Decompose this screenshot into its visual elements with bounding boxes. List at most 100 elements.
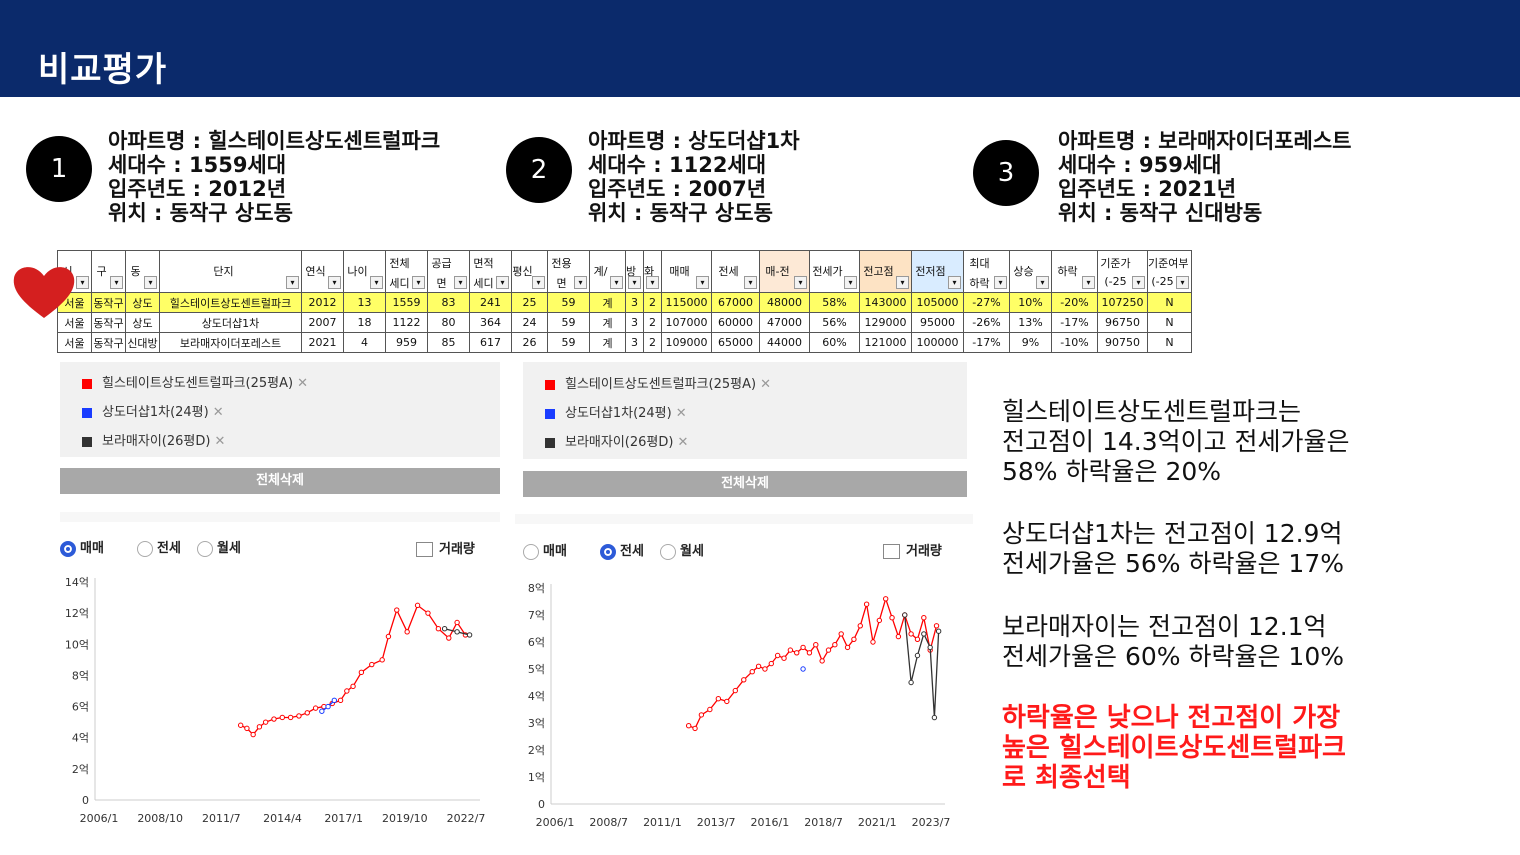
column-header[interactable]: 전체 세디 ▾ bbox=[385, 250, 428, 293]
filter-dropdown-icon[interactable]: ▾ bbox=[1132, 276, 1145, 289]
data-point bbox=[435, 626, 442, 632]
table-cell: 107250 bbox=[1097, 292, 1148, 313]
legend-item[interactable]: 상도더샵1차(24평) ✕ bbox=[545, 402, 687, 421]
column-header[interactable]: 상승 ▾ bbox=[1009, 250, 1052, 293]
table-cell: 60% bbox=[809, 332, 860, 353]
column-header[interactable]: 최대 하락 ▾ bbox=[963, 250, 1010, 293]
filter-dropdown-icon[interactable]: ▾ bbox=[76, 276, 89, 289]
filter-dropdown-icon[interactable]: ▾ bbox=[532, 276, 545, 289]
filter-dropdown-icon[interactable]: ▾ bbox=[1082, 276, 1095, 289]
filter-dropdown-icon[interactable]: ▾ bbox=[454, 276, 467, 289]
close-icon[interactable]: ✕ bbox=[675, 406, 687, 421]
filter-dropdown-icon[interactable]: ▾ bbox=[286, 276, 299, 289]
checkbox-icon[interactable] bbox=[883, 544, 900, 559]
column-header[interactable]: 전저점 ▾ bbox=[911, 250, 964, 293]
filter-dropdown-icon[interactable]: ▾ bbox=[144, 276, 157, 289]
filter-dropdown-icon[interactable]: ▾ bbox=[948, 276, 961, 289]
radio-option[interactable]: 전세 bbox=[600, 540, 644, 560]
close-icon[interactable]: ✕ bbox=[760, 377, 771, 392]
column-header[interactable]: 매-전 ▾ bbox=[759, 250, 810, 293]
summary-line: 힐스테이트상도센트럴파크는 bbox=[1002, 397, 1302, 426]
radio-option[interactable]: 매매 bbox=[60, 537, 104, 557]
table-cell: 59 bbox=[547, 312, 590, 333]
filter-dropdown-icon[interactable]: ▾ bbox=[994, 276, 1007, 289]
filter-dropdown-icon[interactable]: ▾ bbox=[496, 276, 509, 289]
column-header[interactable]: 전용 면 ▾ bbox=[547, 250, 590, 293]
table-cell: 959 bbox=[385, 332, 428, 353]
radio-icon[interactable] bbox=[600, 543, 616, 560]
delete-all-button[interactable]: 전체삭제 bbox=[60, 468, 500, 494]
close-icon[interactable]: ✕ bbox=[677, 435, 689, 450]
column-header[interactable]: 전세가 ▾ bbox=[809, 250, 860, 293]
column-header[interactable]: 하락 ▾ bbox=[1051, 250, 1098, 293]
radio-option[interactable]: 월세 bbox=[197, 537, 241, 557]
legend-item[interactable]: 보라매자이(26평D) ✕ bbox=[545, 431, 688, 450]
column-header[interactable]: 전세 ▾ bbox=[711, 250, 760, 293]
close-icon[interactable]: ✕ bbox=[212, 405, 224, 420]
column-header[interactable]: 방 ▾ bbox=[625, 250, 644, 293]
legend-item[interactable]: 상도더샵1차(24평) ✕ bbox=[82, 401, 224, 420]
column-header[interactable]: 기준가 (-25 ▾ bbox=[1097, 250, 1148, 293]
filter-dropdown-icon[interactable]: ▾ bbox=[844, 276, 857, 289]
legend-item[interactable]: 힐스테이트상도센트럴파크(25평A) ✕ bbox=[545, 373, 771, 392]
column-header[interactable]: 구 ▾ bbox=[91, 250, 126, 293]
column-header[interactable]: 화 ▾ bbox=[643, 250, 662, 293]
column-header[interactable]: 기준여부 (-25 ▾ bbox=[1147, 250, 1192, 293]
column-header[interactable]: 전고점 ▾ bbox=[859, 250, 912, 293]
filter-dropdown-icon[interactable]: ▾ bbox=[628, 276, 641, 289]
table-cell: 24 bbox=[511, 312, 548, 333]
radio-icon[interactable] bbox=[660, 543, 676, 560]
header-label: 상승 bbox=[1013, 265, 1034, 278]
column-header[interactable]: 나이 ▾ bbox=[343, 250, 386, 293]
volume-checkbox[interactable]: 거래량 bbox=[416, 538, 475, 557]
checkbox-icon[interactable] bbox=[416, 542, 433, 557]
close-icon[interactable]: ✕ bbox=[214, 434, 226, 449]
data-point bbox=[369, 661, 375, 668]
legend-item[interactable]: 힐스테이트상도센트럴파크(25평A) ✕ bbox=[82, 372, 308, 391]
filter-dropdown-icon[interactable]: ▾ bbox=[412, 276, 425, 289]
filter-dropdown-icon[interactable]: ▾ bbox=[328, 276, 341, 289]
column-header[interactable]: 매매 ▾ bbox=[661, 250, 712, 293]
table-cell: 56% bbox=[809, 312, 860, 333]
radio-icon[interactable] bbox=[137, 540, 153, 557]
table-cell: 1122 bbox=[385, 312, 428, 333]
column-header[interactable]: 단지 ▾ bbox=[159, 250, 302, 293]
table-cell: 신대방 bbox=[125, 332, 160, 353]
filter-dropdown-icon[interactable]: ▾ bbox=[574, 276, 587, 289]
filter-dropdown-icon[interactable]: ▾ bbox=[744, 276, 757, 289]
filter-dropdown-icon[interactable]: ▾ bbox=[370, 276, 383, 289]
radio-icon[interactable] bbox=[60, 540, 76, 557]
filter-dropdown-icon[interactable]: ▾ bbox=[1036, 276, 1049, 289]
y-tick-label: 5억 bbox=[528, 663, 545, 676]
radio-option[interactable]: 전세 bbox=[137, 537, 181, 557]
column-header[interactable]: 면적 세디 ▾ bbox=[469, 250, 512, 293]
column-header[interactable]: 계/▾ bbox=[589, 250, 626, 293]
column-header[interactable]: 연식 ▾ bbox=[301, 250, 344, 293]
radio-option[interactable]: 월세 bbox=[660, 540, 704, 560]
legend-swatch bbox=[82, 378, 92, 389]
data-point bbox=[685, 723, 692, 729]
header-sublabel: (-25 bbox=[1104, 275, 1127, 288]
radio-icon[interactable] bbox=[523, 543, 539, 560]
close-icon[interactable]: ✕ bbox=[297, 376, 308, 391]
legend-item[interactable]: 보라매자이(26평D) ✕ bbox=[82, 430, 225, 449]
filter-dropdown-icon[interactable]: ▾ bbox=[1176, 276, 1189, 289]
table-cell: 동작구 bbox=[91, 332, 126, 353]
volume-checkbox[interactable]: 거래량 bbox=[883, 540, 942, 559]
filter-dropdown-icon[interactable]: ▾ bbox=[794, 276, 807, 289]
column-header[interactable]: 평신 ▾ bbox=[511, 250, 548, 293]
x-tick-label: 2011/1 bbox=[643, 816, 682, 829]
radio-option[interactable]: 매매 bbox=[523, 540, 567, 560]
filter-dropdown-icon[interactable]: ▾ bbox=[110, 276, 123, 289]
column-header[interactable]: 동 ▾ bbox=[125, 250, 160, 293]
filter-dropdown-icon[interactable]: ▾ bbox=[696, 276, 709, 289]
filter-dropdown-icon[interactable]: ▾ bbox=[610, 276, 623, 289]
x-tick-label: 2021/1 bbox=[858, 816, 897, 829]
conclusion-line: 하락율은 낮으나 전고점이 가장 bbox=[1002, 703, 1341, 733]
delete-all-button[interactable]: 전체삭제 bbox=[523, 471, 967, 497]
data-point bbox=[794, 650, 800, 656]
radio-icon[interactable] bbox=[197, 540, 213, 557]
filter-dropdown-icon[interactable]: ▾ bbox=[896, 276, 909, 289]
filter-dropdown-icon[interactable]: ▾ bbox=[646, 276, 659, 289]
column-header[interactable]: 공급 면 ▾ bbox=[427, 250, 470, 293]
